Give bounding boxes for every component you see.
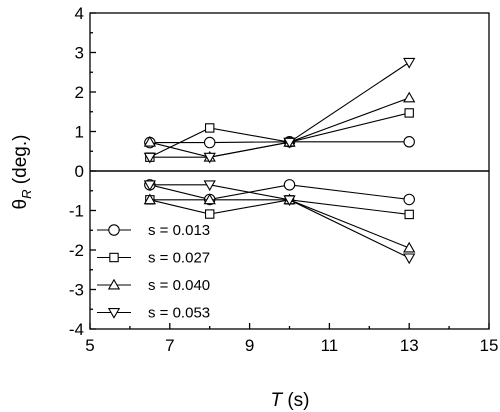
legend-marker (107, 278, 121, 290)
series-1-upper-point (403, 136, 415, 148)
series-3-upper-point (403, 91, 416, 103)
series-2-upper-point (204, 123, 215, 133)
series-line-2-lower (149, 199, 410, 215)
y-axis-unit: (deg.) (10, 135, 31, 190)
y-tick-label: 3 (75, 44, 84, 63)
legend-label: s = 0.040 (148, 277, 210, 294)
series-2-lower-point (404, 209, 414, 220)
y-axis-subscript: R (19, 189, 34, 198)
series-3-lower-point (403, 241, 416, 253)
series-2-upper-point (404, 108, 414, 118)
series-4-lower-point (203, 180, 216, 192)
series-4-upper-point (143, 152, 156, 164)
y-tick-label: 1 (75, 123, 84, 142)
y-axis-title: θR (deg.) (10, 135, 34, 210)
legend-marker (107, 308, 121, 319)
x-axis-symbol: T (270, 390, 283, 411)
y-axis-symbol: θ (10, 199, 31, 210)
x-tick-label: 15 (480, 336, 499, 355)
y-tick-label: -4 (69, 320, 84, 339)
series-line-4-lower (149, 184, 410, 259)
series-line-3-upper (149, 97, 410, 158)
series-4-lower-point (283, 195, 296, 207)
x-tick-label: 7 (165, 336, 174, 355)
series-1-lower-point (403, 193, 415, 206)
series-line-1-upper (149, 141, 410, 144)
series-4-upper-point (403, 57, 416, 69)
legend-label: s = 0.013 (148, 222, 210, 239)
plot-marks (143, 57, 416, 265)
y-tick-label: 0 (75, 162, 84, 181)
series-4-lower-point (143, 180, 156, 192)
x-axis-unit: (s) (282, 390, 309, 411)
series-2-lower-point (204, 209, 215, 219)
series-line-3-lower (149, 199, 410, 249)
legend-marker (109, 252, 119, 263)
series-4-upper-point (283, 137, 296, 149)
y-tick-label: -3 (69, 281, 84, 300)
series-4-upper-point (203, 152, 216, 164)
x-tick-label: 5 (85, 336, 94, 355)
series-line-4-upper (149, 61, 410, 158)
series-4-lower-point (403, 253, 416, 265)
y-tick-label: -2 (69, 241, 84, 260)
legend-marker (108, 224, 120, 236)
x-tick-label: 13 (400, 336, 419, 355)
series-line-2-upper (149, 112, 410, 158)
axes: 5 7 9 11 13 15 -4 -3 -2 -1 0 1 2 3 4 (69, 4, 499, 355)
y-tick-label: 2 (75, 83, 84, 102)
x-tick-label: 9 (245, 336, 254, 355)
legend-label: s = 0.027 (148, 250, 210, 267)
series-line-1-lower (149, 184, 410, 201)
series-1-upper-point (203, 136, 216, 149)
x-tick-label: 11 (321, 336, 339, 355)
series-3-lower-point (143, 193, 156, 205)
series-1-lower-point (283, 179, 296, 191)
legend: s = 0.013 s = 0.027 s = 0.040 s = 0.053 (97, 222, 210, 322)
legend-label: s = 0.053 (148, 305, 210, 322)
series-3-lower-point (203, 193, 216, 205)
x-axis-title: T (s) (270, 390, 309, 411)
y-tick-label: -1 (69, 202, 84, 221)
y-tick-label: 4 (75, 4, 84, 23)
series-3-upper-point (143, 135, 156, 147)
